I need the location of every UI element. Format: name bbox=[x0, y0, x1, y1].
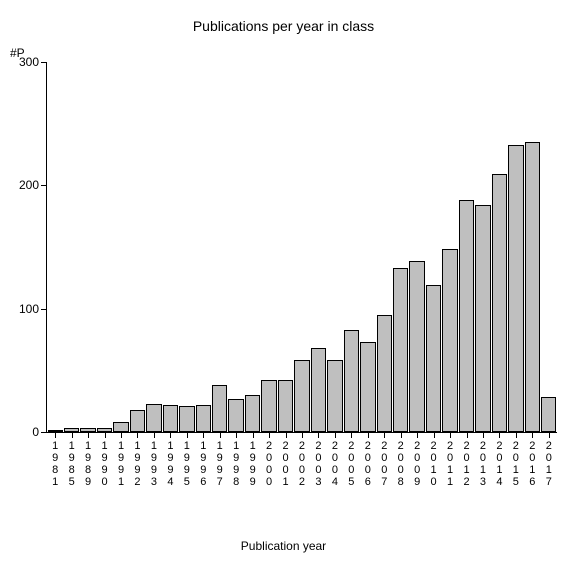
x-tick-label: 2009 bbox=[409, 432, 425, 488]
y-tick-label: 200 bbox=[19, 178, 47, 192]
x-tick-label: 1993 bbox=[146, 432, 162, 488]
x-tick-label: 2007 bbox=[376, 432, 392, 488]
bar bbox=[130, 410, 145, 432]
plot-area: 0100200300198119851989199019911992199319… bbox=[46, 62, 557, 433]
x-tick-label: 1989 bbox=[80, 432, 96, 488]
x-tick-label: 1996 bbox=[195, 432, 211, 488]
x-tick-label: 1999 bbox=[244, 432, 260, 488]
bar bbox=[294, 360, 309, 432]
x-tick-label: 1992 bbox=[129, 432, 145, 488]
y-tick-label: 100 bbox=[19, 302, 47, 316]
x-tick-label: 2000 bbox=[261, 432, 277, 488]
bar bbox=[344, 330, 359, 432]
y-tick-label: 300 bbox=[19, 55, 47, 69]
bar-chart: Publications per year in class #P 010020… bbox=[0, 0, 567, 567]
bar bbox=[442, 249, 457, 432]
x-tick-label: 2006 bbox=[360, 432, 376, 488]
bar bbox=[508, 145, 523, 432]
x-tick-label: 2003 bbox=[310, 432, 326, 488]
x-tick-label: 2016 bbox=[524, 432, 540, 488]
x-tick-label: 2015 bbox=[508, 432, 524, 488]
bar bbox=[525, 142, 540, 432]
x-tick-label: 2014 bbox=[491, 432, 507, 488]
bar bbox=[163, 405, 178, 432]
x-tick-label: 1985 bbox=[63, 432, 79, 488]
x-tick-label: 2008 bbox=[392, 432, 408, 488]
bar bbox=[327, 360, 342, 432]
x-tick-label: 1991 bbox=[113, 432, 129, 488]
x-tick-label: 2010 bbox=[425, 432, 441, 488]
bar bbox=[459, 200, 474, 432]
bar bbox=[377, 315, 392, 432]
x-tick-label: 2004 bbox=[327, 432, 343, 488]
x-tick-label: 2017 bbox=[541, 432, 557, 488]
bar bbox=[426, 285, 441, 432]
bar bbox=[393, 268, 408, 432]
y-tick-label: 0 bbox=[32, 425, 47, 439]
x-tick-label: 1997 bbox=[212, 432, 228, 488]
x-tick-label: 2013 bbox=[475, 432, 491, 488]
x-tick-label: 2011 bbox=[442, 432, 458, 488]
bar bbox=[409, 261, 424, 432]
x-tick-label: 1994 bbox=[162, 432, 178, 488]
x-axis-label: Publication year bbox=[0, 539, 567, 553]
bar bbox=[541, 397, 556, 432]
x-tick-label: 1981 bbox=[47, 432, 63, 488]
x-tick-label: 1998 bbox=[228, 432, 244, 488]
bar bbox=[278, 380, 293, 432]
x-tick-label: 2005 bbox=[343, 432, 359, 488]
bar bbox=[475, 205, 490, 432]
bar bbox=[245, 395, 260, 432]
bar bbox=[360, 342, 375, 432]
x-tick-label: 1990 bbox=[96, 432, 112, 488]
bar bbox=[228, 399, 243, 432]
x-tick-label: 1995 bbox=[179, 432, 195, 488]
x-tick-label: 2001 bbox=[277, 432, 293, 488]
bar bbox=[261, 380, 276, 432]
chart-title: Publications per year in class bbox=[0, 18, 567, 34]
x-tick-label: 2012 bbox=[458, 432, 474, 488]
x-tick-label: 2002 bbox=[294, 432, 310, 488]
bar bbox=[179, 406, 194, 432]
bar bbox=[492, 174, 507, 432]
bar bbox=[311, 348, 326, 432]
bar bbox=[146, 404, 161, 432]
bar bbox=[113, 422, 128, 432]
bar bbox=[196, 405, 211, 432]
bar bbox=[212, 385, 227, 432]
